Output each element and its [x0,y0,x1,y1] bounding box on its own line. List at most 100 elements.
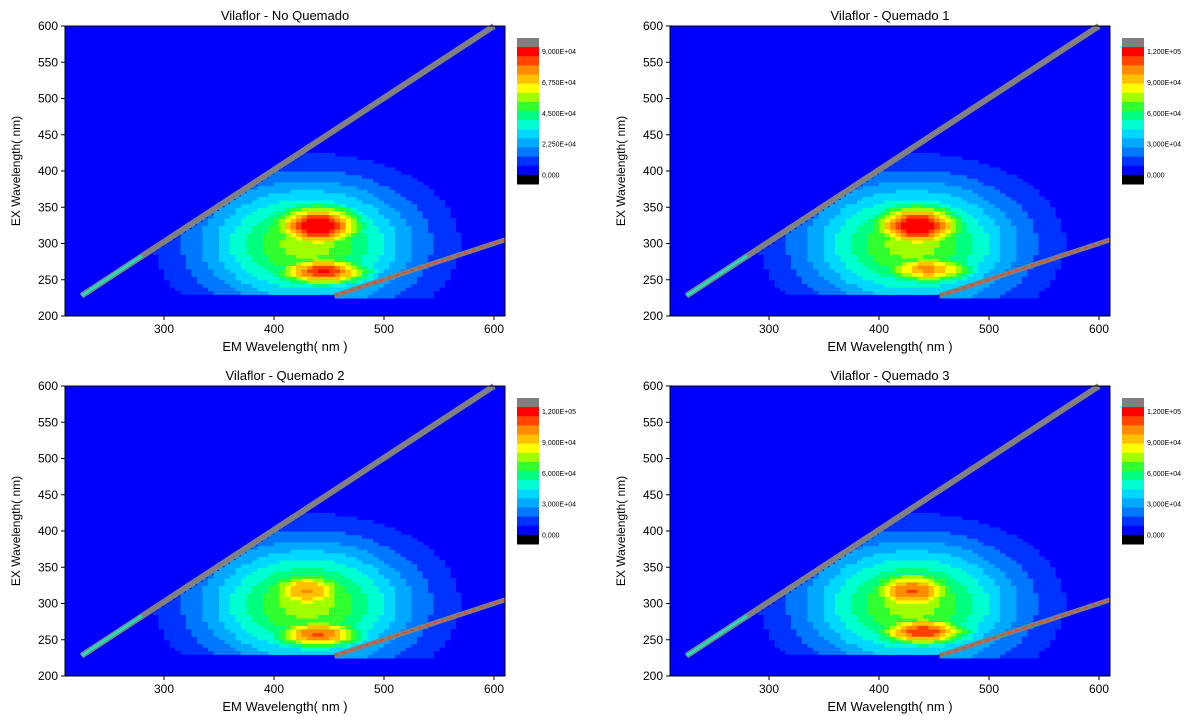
contour-cell [368,564,374,568]
contour-cell [896,276,902,280]
contour-cell [379,567,385,571]
contour-cell [313,182,319,186]
contour-cell [428,636,434,640]
contour-cell [417,596,423,600]
contour-cell [192,600,198,604]
contour-cell [186,291,192,295]
contour-cell [769,273,775,277]
contour-cell [962,193,968,197]
contour-cell [362,244,368,248]
contour-cell [863,207,869,211]
contour-cell [940,211,946,215]
contour-cell [934,222,940,226]
contour-cell [819,251,825,255]
contour-cell [868,283,874,287]
contour-cell [1022,283,1028,287]
contour-cell [252,622,258,626]
contour-cell [274,189,280,193]
contour-cell [1006,265,1012,269]
contour-cell [384,211,390,215]
contour-cell [291,607,297,611]
contour-cell [274,549,280,553]
contour-cell [318,200,324,204]
contour-cell [824,254,830,258]
contour-cell [417,291,423,295]
contour-cell [307,262,313,266]
contour-cell [335,225,341,229]
contour-cell [351,244,357,248]
contour-cell [252,556,258,560]
contour-cell [307,171,313,175]
contour-cell [797,287,803,291]
contour-cell [296,251,302,255]
contour-cell [951,193,957,197]
contour-cell [896,291,902,295]
contour-cell [324,280,330,284]
contour-cell [208,229,214,233]
contour-cell [170,611,176,615]
contour-cell [934,218,940,222]
contour-cell [324,513,330,517]
contour-cell [830,233,836,237]
contour-cell [434,625,440,629]
contour-cell [406,254,412,258]
contour-cell [214,596,220,600]
contour-cell [329,643,335,647]
contour-cell [846,258,852,262]
contour-cell [885,280,891,284]
contour-cell [1017,200,1023,204]
contour-cell [830,287,836,291]
contour-cell [373,207,379,211]
contour-cell [307,215,313,219]
contour-cell [412,200,418,204]
contour-cell [791,236,797,240]
contour-cell [219,578,225,582]
contour-cell [395,215,401,219]
y-axis-label: EX Wavelength( nm) [9,116,23,226]
contour-cell [263,229,269,233]
contour-cell [214,254,220,258]
contour-cell [890,189,896,193]
contour-cell [241,607,247,611]
contour-cell [863,236,869,240]
contour-cell [907,207,913,211]
contour-cell [346,276,352,280]
contour-cell [934,182,940,186]
contour-cell [274,582,280,586]
contour-cell [181,265,187,269]
contour-cell [362,531,368,535]
contour-cell [896,244,902,248]
contour-cell [412,207,418,211]
contour-cell [340,178,346,182]
contour-cell [1028,186,1034,190]
contour-cell [797,283,803,287]
y-tick-label: 600 [38,19,58,33]
contour-cell [351,553,357,557]
contour-cell [830,236,836,240]
contour-cell [1055,236,1061,240]
contour-cell [362,269,368,273]
contour-cell [307,640,313,644]
contour-cell [280,593,286,597]
contour-cell [868,211,874,215]
contour-cell [857,265,863,269]
contour-cell [241,600,247,604]
contour-cell [318,571,324,575]
contour-cell [401,600,407,604]
contour-cell [390,578,396,582]
contour-cell [329,287,335,291]
contour-cell [802,229,808,233]
contour-cell [412,643,418,647]
contour-cell [863,287,869,291]
contour-cell [318,153,324,157]
contour-cell [912,244,918,248]
contour-cell [929,229,935,233]
contour-cell [890,291,896,295]
contour-cell [329,636,335,640]
contour-cell [247,640,253,644]
contour-cell [912,254,918,258]
y-tick-label: 450 [643,128,663,142]
contour-cell [989,247,995,251]
contour-cell [973,236,979,240]
contour-cell [401,593,407,597]
